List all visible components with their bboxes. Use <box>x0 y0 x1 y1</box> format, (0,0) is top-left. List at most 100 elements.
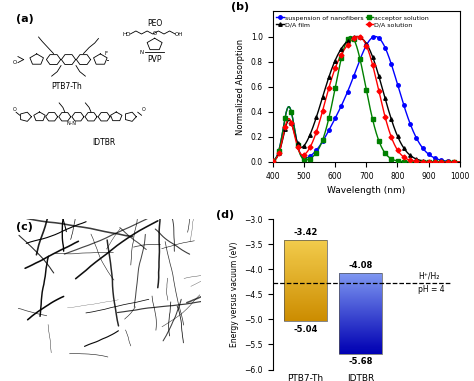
Bar <box>284 253 327 255</box>
Bar <box>339 343 382 344</box>
Text: IDTBR: IDTBR <box>92 138 116 147</box>
Bar <box>284 303 327 304</box>
Bar <box>284 313 327 314</box>
Bar <box>284 242 327 243</box>
Bar <box>284 251 327 252</box>
Bar <box>339 295 382 296</box>
Bar <box>284 256 327 258</box>
Bar <box>284 263 327 264</box>
Bar <box>284 282 327 283</box>
Bar <box>284 287 327 288</box>
Bar <box>339 273 382 274</box>
Bar <box>339 282 382 283</box>
Bar <box>284 276 327 277</box>
Bar <box>339 304 382 305</box>
Bar <box>284 300 327 301</box>
Bar <box>284 283 327 284</box>
Bar <box>339 303 382 304</box>
Bar <box>284 274 327 275</box>
Bar <box>284 310 327 311</box>
Bar <box>339 336 382 338</box>
Bar <box>284 311 327 312</box>
Bar <box>284 288 327 289</box>
Text: (b): (b) <box>231 2 249 13</box>
Text: OH: OH <box>175 32 183 37</box>
Y-axis label: Energy versus vacuum (eV): Energy versus vacuum (eV) <box>230 242 239 347</box>
Bar <box>339 275 382 276</box>
Text: HO: HO <box>122 32 131 37</box>
Bar <box>339 289 382 290</box>
Bar <box>284 252 327 253</box>
Bar <box>339 297 382 298</box>
Bar <box>339 281 382 282</box>
Bar <box>339 323 382 325</box>
Bar <box>284 304 327 305</box>
Bar <box>284 315 327 316</box>
Bar <box>284 275 327 276</box>
Bar <box>284 264 327 266</box>
Text: -3.42: -3.42 <box>293 227 318 237</box>
Bar <box>284 246 327 247</box>
Bar <box>284 294 327 295</box>
Bar <box>284 266 327 267</box>
Bar <box>339 299 382 300</box>
Bar <box>339 278 382 279</box>
Bar <box>284 295 327 296</box>
Bar <box>339 349 382 351</box>
Bar <box>284 292 327 293</box>
Bar <box>339 320 382 322</box>
Text: N–N: N–N <box>66 121 76 126</box>
Bar <box>339 351 382 352</box>
Bar <box>339 335 382 336</box>
Bar <box>339 347 382 349</box>
Bar <box>284 258 327 259</box>
Bar <box>284 272 327 273</box>
Bar <box>284 291 327 292</box>
Bar <box>339 327 382 328</box>
Bar <box>339 341 382 343</box>
Bar <box>284 305 327 306</box>
Bar <box>339 291 382 292</box>
Bar <box>284 314 327 315</box>
Bar <box>339 286 382 287</box>
Bar <box>339 292 382 293</box>
Bar <box>284 308 327 309</box>
X-axis label: Wavelength (nm): Wavelength (nm) <box>327 186 405 195</box>
Bar <box>284 245 327 246</box>
Text: PVP: PVP <box>147 55 162 64</box>
Bar <box>339 317 382 319</box>
Bar <box>339 276 382 277</box>
Bar <box>339 305 382 306</box>
Bar <box>284 273 327 274</box>
Bar <box>284 255 327 256</box>
Bar <box>339 306 382 307</box>
Bar <box>284 240 327 241</box>
Bar <box>284 247 327 248</box>
Bar <box>284 309 327 310</box>
Bar <box>284 278 327 279</box>
Bar <box>284 279 327 280</box>
Bar <box>339 285 382 286</box>
Bar <box>339 330 382 331</box>
Text: (c): (c) <box>16 222 33 232</box>
Bar <box>284 320 327 322</box>
Bar <box>284 286 327 287</box>
Bar <box>284 241 327 242</box>
Bar <box>284 319 327 320</box>
Bar <box>284 290 327 291</box>
Text: O: O <box>153 31 157 36</box>
Bar <box>339 277 382 278</box>
Bar <box>284 316 327 317</box>
Bar <box>339 312 382 314</box>
Bar <box>339 283 382 284</box>
Bar <box>339 314 382 315</box>
Text: F: F <box>104 51 108 56</box>
Bar <box>284 297 327 298</box>
Bar <box>339 322 382 323</box>
Bar <box>339 287 382 288</box>
Bar <box>284 306 327 307</box>
Text: -5.04: -5.04 <box>293 325 318 334</box>
Bar <box>339 284 382 285</box>
Bar <box>284 261 327 263</box>
Bar <box>284 296 327 297</box>
